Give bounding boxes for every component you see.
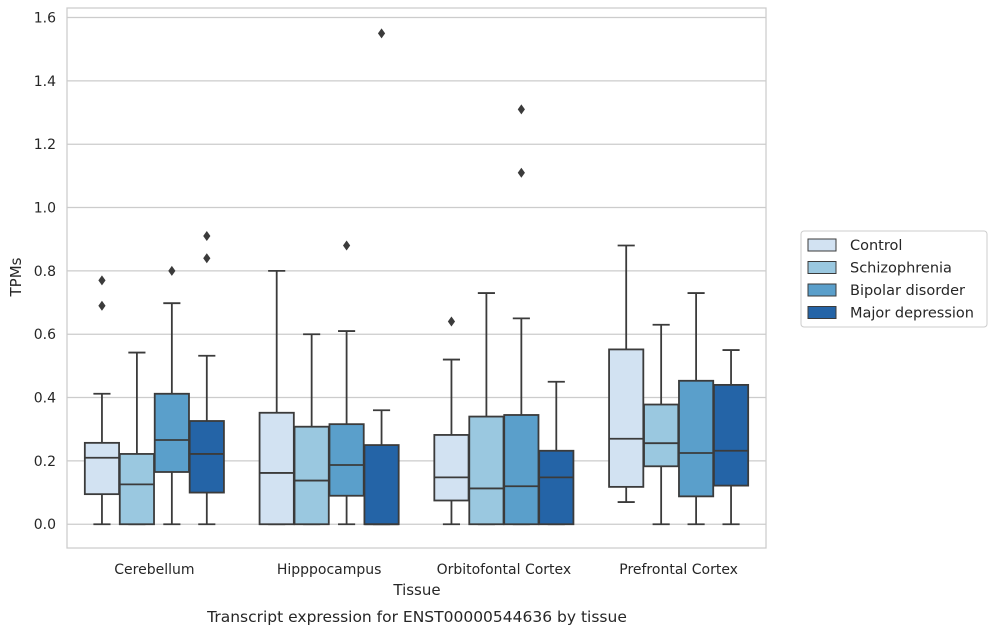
legend-swatch [807, 306, 837, 319]
legend: Control Schizophrenia Bipolar disorder Majo… [800, 230, 988, 328]
plot-area-frame [66, 7, 767, 549]
legend-label: Bipolar disorder [850, 283, 965, 299]
box [643, 323, 680, 526]
box-body [363, 444, 400, 526]
box [258, 269, 295, 526]
x-tick-label: Prefrontal Cortex [619, 562, 738, 578]
outlier-point [447, 316, 456, 327]
y-tick-label: 0.2 [34, 454, 56, 470]
y-tick-label: 0.8 [34, 264, 56, 280]
box-series [153, 104, 715, 526]
chart-caption: Transcript expression for ENST0000054463… [206, 608, 627, 626]
legend-swatch [807, 238, 837, 252]
y-axis-title: TPMs [7, 257, 25, 297]
box-series [188, 28, 750, 526]
legend-label: Control [850, 238, 902, 254]
y-tick-label: 0.0 [34, 517, 56, 533]
y-tick-label: 1.0 [34, 201, 56, 217]
box-body [258, 411, 295, 526]
outlier-point [343, 240, 351, 251]
outlier-point [203, 253, 211, 264]
box [608, 244, 645, 503]
box-series [118, 292, 680, 526]
box-body [153, 392, 190, 473]
outlier-point [377, 28, 386, 39]
outlier-point [203, 231, 211, 242]
box [328, 240, 365, 526]
legend-item: Bipolar disorder [807, 283, 965, 299]
box [363, 28, 400, 526]
y-tick-label: 0.4 [34, 391, 56, 407]
y-tick-label: 0.6 [34, 327, 56, 343]
legend-swatch [807, 283, 837, 297]
legend-label: Schizophrenia [850, 261, 952, 277]
legend-item: Control [807, 238, 902, 254]
x-axis-ticks: Cerebellum Hipppocampus Orbitofontal Corte… [114, 562, 738, 578]
x-tick-label: Orbitofontal Cortex [437, 562, 572, 578]
box [293, 333, 330, 526]
outlier-point [517, 167, 525, 178]
box-body [468, 415, 505, 526]
box-body [503, 414, 540, 526]
box [468, 292, 505, 526]
outlier-point [98, 275, 106, 286]
box-body [293, 425, 330, 526]
box [678, 292, 715, 526]
y-tick-label: 1.2 [34, 137, 56, 153]
y-axis-ticks: 0.0 0.2 0.4 0.6 0.8 1.0 1.2 1.4 1.6 [34, 11, 56, 534]
x-axis-title: Tissue [392, 581, 440, 599]
y-tick-label: 1.4 [34, 74, 56, 90]
x-tick-label: Hipppocampus [277, 562, 382, 578]
box-body [538, 449, 575, 526]
y-tick-label: 1.6 [34, 11, 56, 27]
box-body [713, 383, 750, 487]
box [83, 275, 120, 526]
legend-item: Schizophrenia [807, 261, 952, 277]
legend-frame [800, 230, 988, 328]
box [503, 104, 540, 526]
box [713, 349, 750, 526]
box [538, 380, 575, 526]
box-body [643, 403, 680, 468]
box [153, 265, 190, 526]
box-body [608, 348, 645, 488]
legend-swatch [807, 261, 837, 274]
box [118, 351, 155, 526]
box [433, 316, 470, 526]
box-body [83, 441, 120, 496]
x-tick-label: Cerebellum [114, 562, 194, 578]
box [188, 231, 225, 526]
box-body [678, 379, 715, 498]
box-plot-groups [83, 28, 750, 526]
box-series [83, 244, 645, 526]
outlier-point [168, 265, 176, 276]
legend-label: Major depression [850, 306, 974, 322]
box-body [433, 434, 470, 502]
box-body [118, 453, 155, 526]
legend-item: Major depression [807, 306, 974, 322]
box-body [188, 420, 225, 494]
outlier-point [517, 104, 525, 115]
box-body [328, 423, 365, 497]
outlier-point [98, 300, 106, 311]
